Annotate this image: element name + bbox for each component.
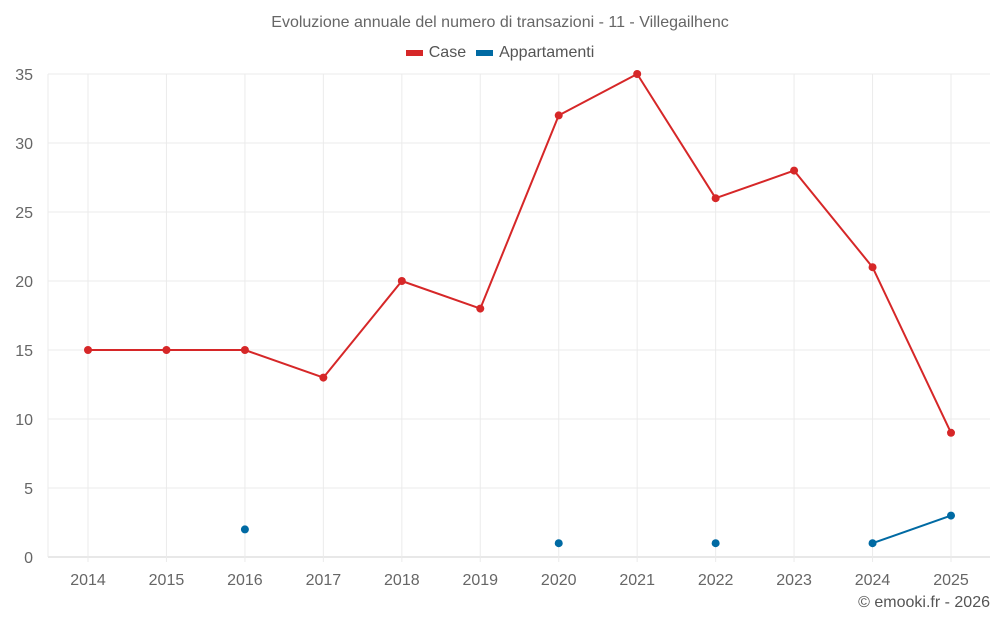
legend-swatch-case-icon — [405, 50, 423, 56]
x-tick-label: 2014 — [70, 572, 106, 589]
data-point-case — [162, 346, 171, 354]
series-line-case — [88, 73, 952, 434]
data-point-case — [397, 277, 406, 285]
y-tick-label: 15 — [15, 343, 33, 360]
data-point-case — [84, 346, 92, 354]
y-tick-label: 35 — [15, 67, 33, 84]
y-tick-label: 5 — [24, 481, 33, 498]
data-point-case — [476, 304, 485, 313]
x-tick-label: 2015 — [149, 572, 185, 589]
x-tick-label: 2017 — [306, 572, 342, 589]
data-point-appartamenti — [868, 539, 877, 548]
legend-label-appartamenti: Appartamenti — [499, 44, 595, 61]
x-tick-label: 2018 — [384, 572, 420, 589]
x-tick-label: 2019 — [462, 572, 498, 589]
x-tick-label: 2022 — [698, 572, 734, 589]
data-point-appartamenti — [240, 525, 249, 534]
legend-item-case[interactable]: Case — [405, 44, 467, 62]
chart-legend: Case Appartamenti — [0, 44, 1000, 62]
data-point-case — [790, 166, 799, 175]
data-point-case — [868, 263, 877, 272]
data-point-case — [554, 111, 563, 120]
data-point-appartamenti — [554, 539, 563, 548]
series-line-appartamenti — [872, 514, 952, 545]
chart-title: Evoluzione annuale del numero di transaz… — [271, 14, 729, 31]
data-point-case — [711, 194, 720, 203]
y-tick-label: 30 — [15, 136, 33, 153]
legend-label-case: Case — [428, 44, 467, 61]
y-tick-label: 10 — [15, 412, 33, 429]
x-tick-label: 2021 — [619, 572, 655, 589]
footer-credit: © emooki.fr - 2026 — [858, 594, 990, 611]
x-tick-label: 2016 — [227, 572, 263, 589]
y-tick-label: 0 — [24, 550, 33, 567]
data-point-appartamenti — [947, 511, 955, 520]
legend-swatch-appartamenti-icon — [476, 50, 494, 56]
legend-item-appartamenti[interactable]: Appartamenti — [476, 44, 594, 62]
y-tick-label: 25 — [15, 205, 33, 222]
data-point-case — [947, 428, 955, 437]
data-point-appartamenti — [711, 539, 720, 548]
x-tick-label: 2023 — [776, 572, 812, 589]
x-tick-label: 2020 — [541, 572, 577, 589]
data-point-case — [633, 70, 642, 78]
x-tick-label: 2024 — [855, 572, 891, 589]
y-tick-label: 20 — [15, 274, 33, 291]
data-point-case — [319, 373, 328, 382]
data-point-case — [240, 346, 249, 354]
x-tick-label: 2025 — [933, 572, 969, 589]
